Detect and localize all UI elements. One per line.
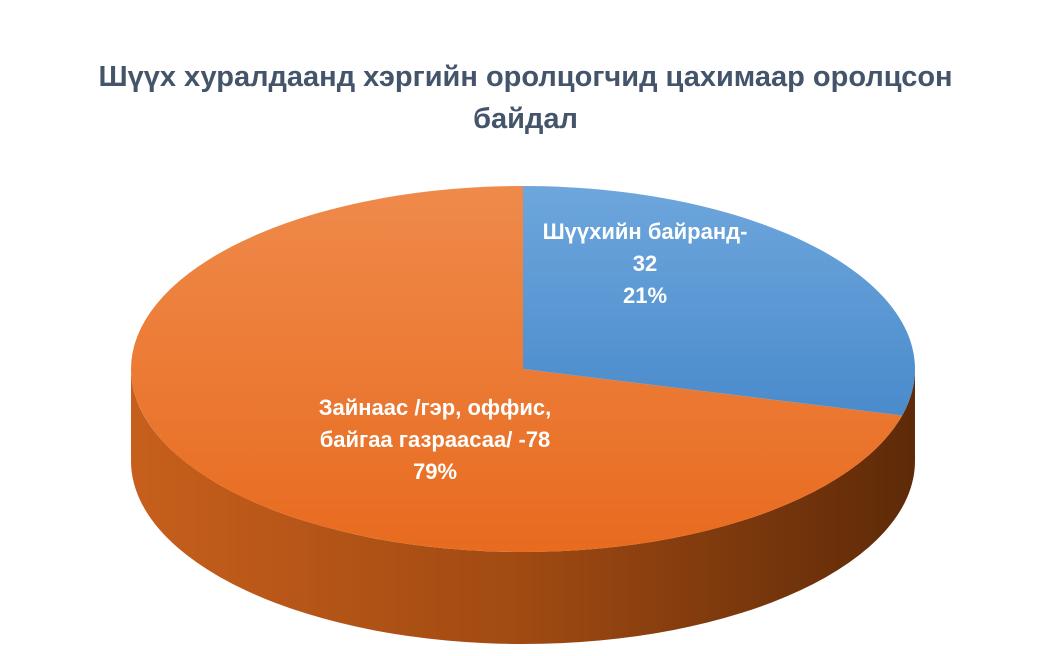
pie-slice-remote bbox=[130, 186, 903, 552]
chart-title: Шүүх хуралдаанд хэргийн оролцогчид цахим… bbox=[60, 56, 991, 140]
slice-label-court-building-name: Шүүхийн байранд- bbox=[542, 219, 748, 244]
pie-side-wall bbox=[131, 369, 915, 644]
slice-label-court-building: Шүүхийн байранд- 32 21% bbox=[500, 216, 790, 312]
slice-label-court-building-value: 32 bbox=[632, 251, 658, 276]
slice-label-remote-name: Зайнаас /гэр, оффис, bbox=[318, 395, 552, 420]
chart-title-line-2: байдал bbox=[473, 103, 578, 135]
slice-label-remote: Зайнаас /гэр, оффис, байгаа газраасаа/ -… bbox=[270, 392, 600, 488]
slice-label-court-building-percent: 21% bbox=[622, 283, 668, 308]
chart-title-line-1: Шүүх хуралдаанд хэргийн оролцогчид цахим… bbox=[98, 61, 953, 93]
slice-label-remote-percent: 79% bbox=[412, 459, 458, 484]
pie-slice-court-building bbox=[523, 186, 915, 416]
slice-label-remote-value: байгаа газраасаа/ -78 bbox=[319, 427, 551, 452]
